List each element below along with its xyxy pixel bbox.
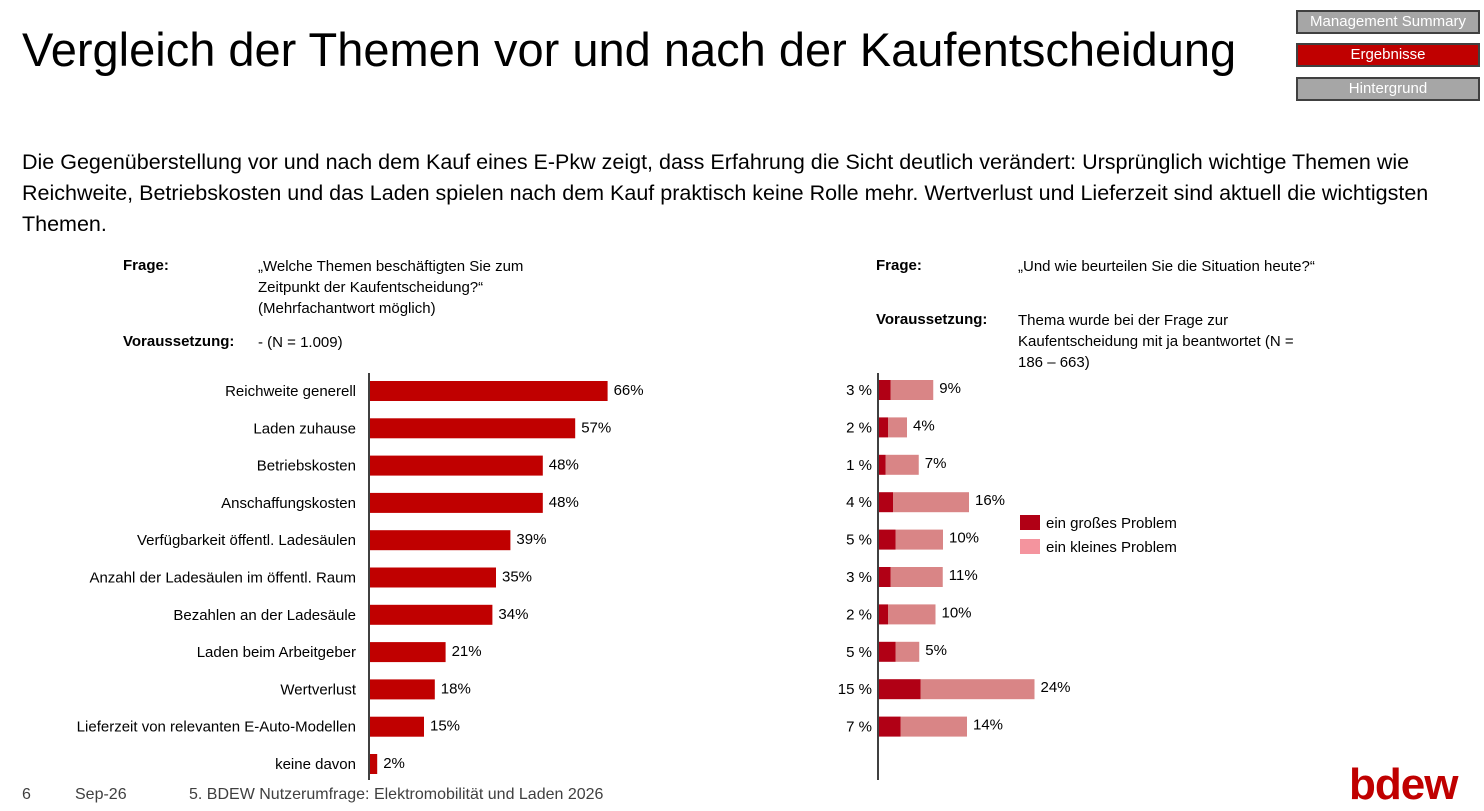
left-bar bbox=[370, 642, 446, 663]
page-title: Vergleich der Themen vor und nach der Ka… bbox=[22, 23, 1237, 76]
left-bar bbox=[370, 418, 576, 439]
right-big-bar bbox=[879, 529, 896, 550]
left-bar bbox=[370, 455, 543, 476]
right-small-bar bbox=[888, 604, 936, 625]
right-small-bar bbox=[888, 417, 907, 438]
right-small-label: 10% bbox=[942, 604, 972, 621]
right-big-bar bbox=[879, 454, 886, 475]
right-big-label: 5 % bbox=[846, 644, 872, 661]
right-big-label: 3 % bbox=[846, 569, 872, 586]
right-big-label: 4 % bbox=[846, 494, 872, 511]
right-small-label: 11% bbox=[949, 567, 978, 584]
right-small-bar bbox=[895, 641, 920, 662]
intro-text: Die Gegenüberstellung vor und nach dem K… bbox=[22, 150, 1429, 236]
right-small-bar bbox=[920, 679, 1035, 700]
right-big-bar bbox=[879, 679, 921, 700]
right-big-bar bbox=[879, 567, 891, 587]
right-small-label: 16% bbox=[975, 492, 1005, 509]
left-category-label: Verfügbarkeit öffentl. Ladesäulen bbox=[137, 532, 356, 549]
legend-big-label: ein großes Problem bbox=[1046, 515, 1177, 532]
right-big-label: 3 % bbox=[846, 382, 872, 399]
left-value-label: 39% bbox=[516, 531, 546, 548]
right-stacked-bar-chart: 3 % 9% 2 % 4% 1 % 7% 4 % 16% 5 % 10% 3 % 11% 2 % 10% 5… bbox=[838, 373, 1071, 780]
right-small-label: 5% bbox=[925, 642, 947, 659]
right-small-label: 10% bbox=[949, 530, 979, 547]
left-category-label: Wertverlust bbox=[280, 681, 356, 698]
left-bar bbox=[370, 754, 378, 774]
left-bar bbox=[370, 567, 496, 588]
nav-management-summary-button[interactable]: Management Summary bbox=[1296, 10, 1480, 34]
right-big-label: 7 % bbox=[846, 719, 872, 736]
footer-date: Sep-26 bbox=[75, 786, 127, 803]
right-big-bar bbox=[879, 380, 891, 400]
right-big-label: 2 % bbox=[846, 606, 872, 623]
right-small-bar bbox=[890, 380, 934, 400]
left-category-label: Laden beim Arbeitgeber bbox=[197, 644, 356, 661]
left-category-label: Reichweite generell bbox=[225, 383, 356, 400]
left-bar bbox=[370, 679, 435, 700]
left-bar bbox=[370, 381, 608, 401]
left-value-label: 35% bbox=[502, 569, 532, 586]
right-small-label: 24% bbox=[1041, 679, 1071, 696]
legend-small-swatch bbox=[1020, 539, 1040, 554]
right-big-bar bbox=[879, 604, 888, 625]
right-small-label: 7% bbox=[925, 455, 947, 472]
nav-hintergrund-button[interactable]: Hintergrund bbox=[1296, 77, 1480, 101]
left-voraussetzung-text: - (N = 1.009) bbox=[258, 334, 343, 351]
right-frage-text: „Und wie beurteilen Sie die Situation he… bbox=[1018, 258, 1315, 275]
left-category-label: Betriebskosten bbox=[257, 458, 356, 475]
left-value-label: 21% bbox=[452, 643, 482, 660]
left-category-label: Laden zuhause bbox=[253, 420, 356, 437]
left-bar-chart: Reichweite generell 66% Laden zuhause 57% Be… bbox=[77, 373, 644, 780]
right-big-bar bbox=[879, 641, 896, 662]
left-value-label: 15% bbox=[430, 718, 460, 735]
legend-small-label: ein kleines Problem bbox=[1046, 539, 1177, 556]
left-value-label: 48% bbox=[549, 494, 579, 511]
right-small-bar bbox=[885, 454, 919, 475]
right-big-label: 15 % bbox=[838, 681, 872, 698]
right-big-label: 2 % bbox=[846, 419, 872, 436]
left-category-label: Anschaffungskosten bbox=[221, 495, 356, 512]
left-category-label: keine davon bbox=[275, 756, 356, 773]
left-value-label: 2% bbox=[383, 755, 405, 772]
footer-page-number: 6 bbox=[22, 786, 31, 803]
footer-source: 5. BDEW Nutzerumfrage: Elektromobilität … bbox=[189, 786, 604, 803]
left-bar bbox=[370, 716, 424, 737]
right-big-label: 1 % bbox=[846, 457, 872, 474]
left-frage-label: Frage: bbox=[123, 257, 169, 274]
right-big-bar bbox=[879, 492, 893, 513]
right-small-bar bbox=[900, 716, 967, 737]
right-small-label: 14% bbox=[973, 717, 1003, 734]
right-voraussetzung-text: Thema wurde bei der Frage zur Kaufentsch… bbox=[1018, 312, 1294, 371]
right-small-bar bbox=[895, 529, 943, 550]
right-small-label: 9% bbox=[939, 380, 961, 397]
left-value-label: 66% bbox=[614, 382, 644, 399]
left-value-label: 18% bbox=[441, 680, 471, 697]
right-frage-label: Frage: bbox=[876, 257, 922, 274]
nav-ergebnisse-button[interactable]: Ergebnisse bbox=[1296, 43, 1480, 67]
left-bar bbox=[370, 492, 543, 513]
legend-big-swatch bbox=[1020, 515, 1040, 530]
left-value-label: 48% bbox=[549, 457, 579, 474]
right-big-label: 5 % bbox=[846, 532, 872, 549]
left-voraussetzung-label: Voraussetzung: bbox=[123, 333, 235, 350]
right-voraussetzung-label: Voraussetzung: bbox=[876, 311, 988, 328]
left-category-label: Bezahlen an der Ladesäule bbox=[173, 607, 356, 624]
left-value-label: 57% bbox=[581, 419, 611, 436]
left-bar bbox=[370, 604, 493, 625]
left-bar bbox=[370, 530, 511, 551]
right-small-label: 4% bbox=[913, 417, 935, 434]
right-big-bar bbox=[879, 417, 888, 438]
bdew-logo: bdew bbox=[1349, 760, 1458, 809]
right-big-bar bbox=[879, 716, 901, 737]
right-small-bar bbox=[893, 492, 969, 513]
right-small-bar bbox=[890, 567, 943, 587]
left-value-label: 34% bbox=[498, 606, 528, 623]
left-frage-text: „Welche Themen beschäftigten Sie zum Zei… bbox=[258, 258, 524, 317]
left-category-label: Lieferzeit von relevanten E-Auto-Modelle… bbox=[77, 719, 356, 736]
left-category-label: Anzahl der Ladesäulen im öffentl. Raum bbox=[89, 570, 356, 587]
